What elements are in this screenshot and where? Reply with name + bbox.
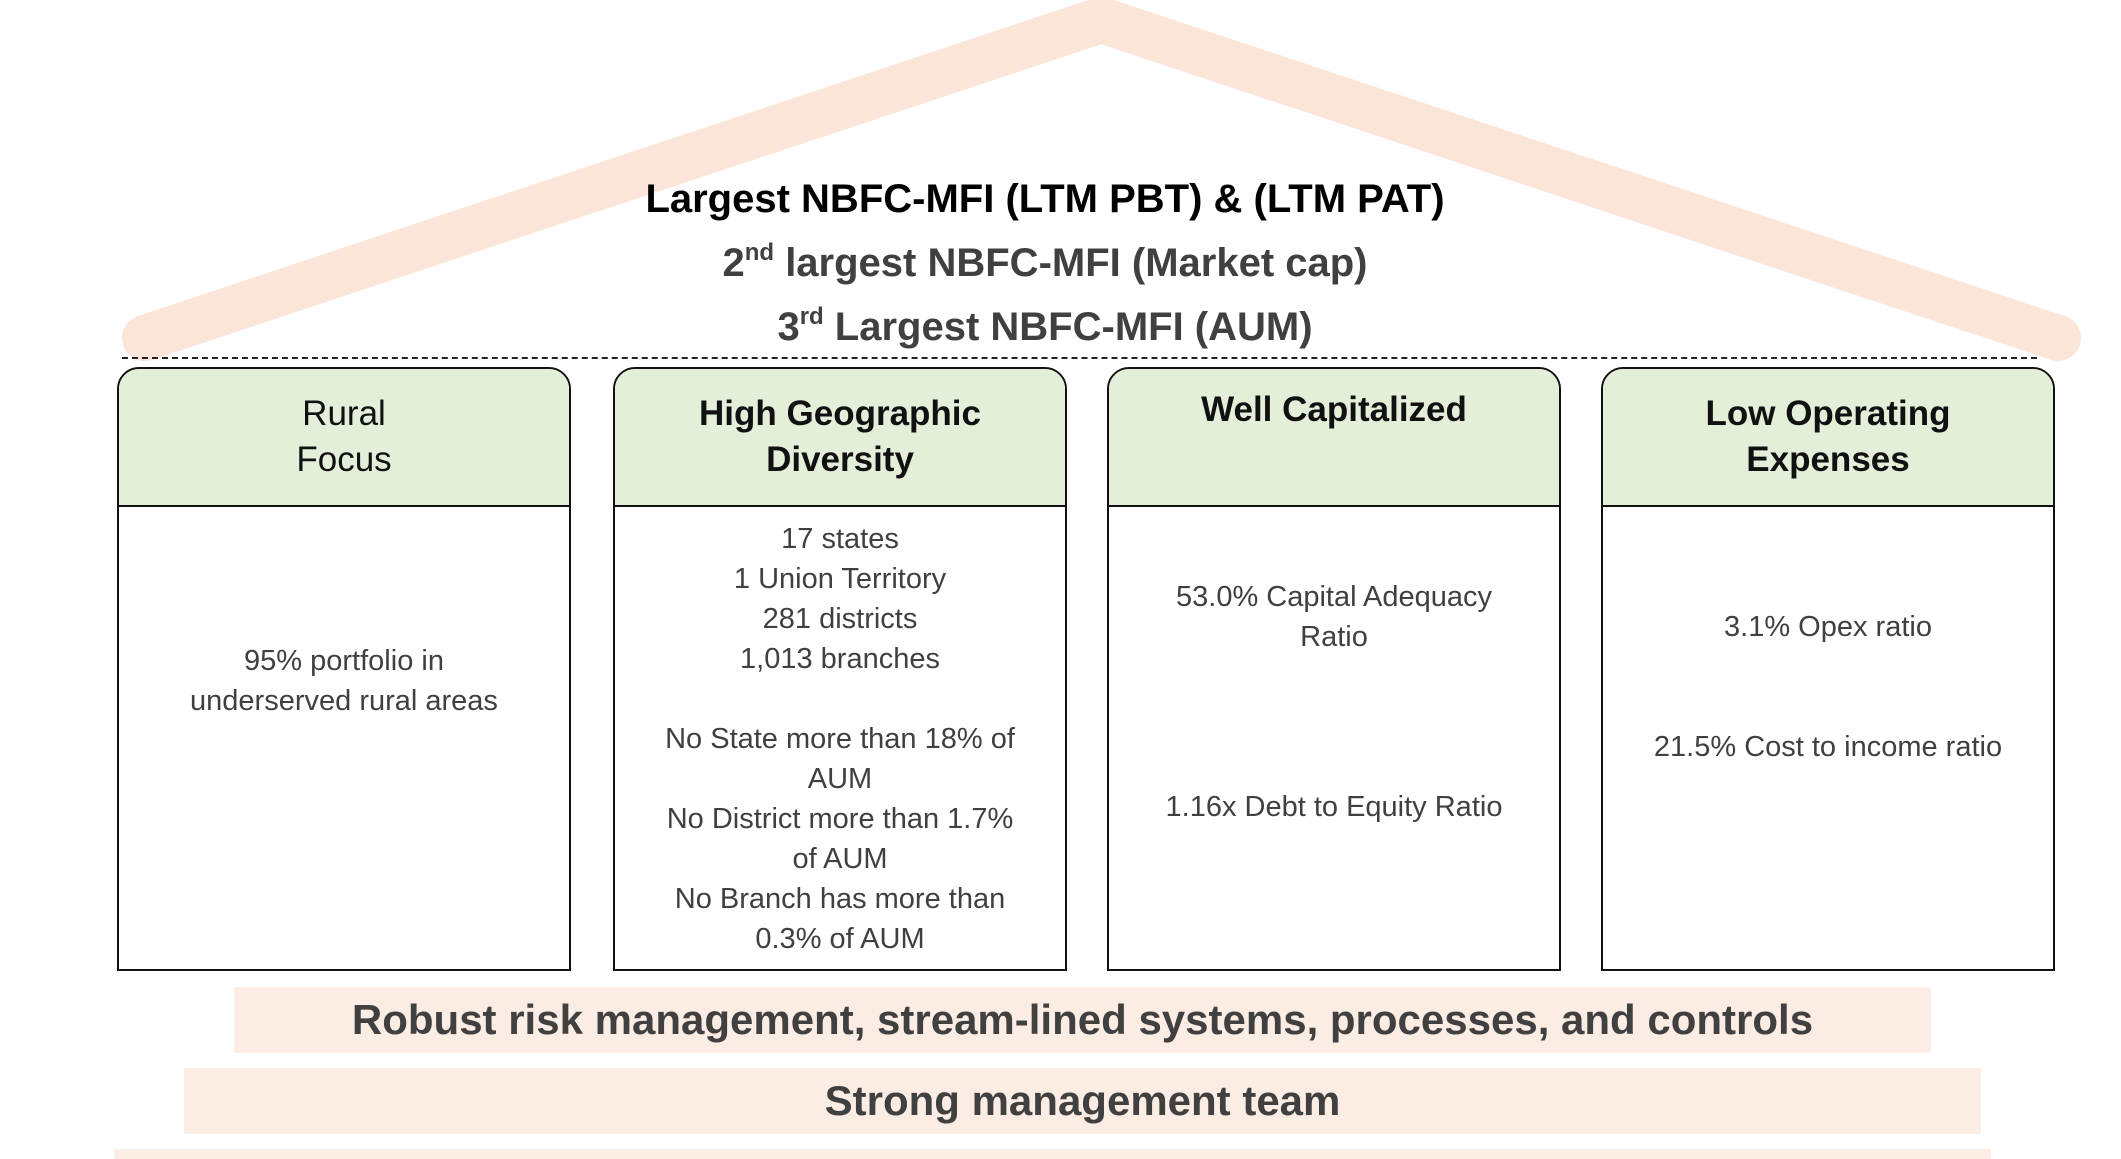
- pillar-title-line: Focus: [296, 440, 392, 479]
- pillar-title-line: Expenses: [1746, 440, 1910, 479]
- pillar-well-capitalized: Well Capitalized 53.0% Capital Adequacy …: [1107, 367, 1561, 971]
- pillar-body-line: underserved rural areas: [190, 685, 498, 717]
- pillar-rural-focus: Rural Focus 95% portfolio in underserved…: [117, 367, 571, 971]
- pillar-header: Low Operating Expenses: [1603, 369, 2053, 507]
- foundation-band-management-team: Strong management team: [184, 1068, 1981, 1134]
- pillar-high-geographic-diversity: High Geographic Diversity 17 states 1 Un…: [613, 367, 1067, 971]
- roof-headline-3: 3rd Largest NBFC-MFI (AUM): [777, 303, 1313, 350]
- pillar-title-line: Low Operating: [1705, 394, 1951, 433]
- roof-headline-2: 2nd largest NBFC-MFI (Market cap): [722, 239, 1368, 286]
- pillar-body-line: AUM: [807, 763, 873, 795]
- pillar-body-line: No District more than 1.7%: [666, 803, 1014, 835]
- pillar-header: High Geographic Diversity: [615, 369, 1065, 507]
- pillar-body-line: 1,013 branches: [740, 643, 940, 675]
- pillar-title-line: Rural: [302, 394, 386, 433]
- pillar-title-line: High Geographic: [699, 394, 981, 433]
- pillar-body: 17 states 1 Union Territory 281 district…: [615, 507, 1065, 969]
- pillar-body-line: 1 Union Territory: [733, 563, 947, 595]
- pillar-body-line: of AUM: [792, 843, 888, 875]
- pillar-header: Well Capitalized: [1109, 369, 1559, 507]
- roof-divider: [122, 357, 2037, 359]
- pillar-body-line: 0.3% of AUM: [755, 923, 925, 955]
- pillar-title-line: Diversity: [766, 440, 914, 479]
- pillar-low-operating-expenses: Low Operating Expenses 3.1% Opex ratio 2…: [1601, 367, 2055, 971]
- pillar-body-line: 17 states: [781, 523, 899, 555]
- pillar-title-line: Well Capitalized: [1201, 390, 1467, 429]
- pillar-header: Rural Focus: [119, 369, 569, 507]
- pillar-body: 53.0% Capital Adequacy Ratio 1.16x Debt …: [1109, 507, 1559, 969]
- roof-headline-1: Largest NBFC-MFI (LTM PBT) & (LTM PAT): [645, 177, 1445, 221]
- pillar-body: 95% portfolio in underserved rural areas: [119, 507, 569, 969]
- pillar-body-line: No Branch has more than: [674, 883, 1006, 915]
- pillar-body-line: 281 districts: [762, 603, 918, 635]
- pillar-body-line: 95% portfolio in: [244, 645, 444, 677]
- pillar-body: 3.1% Opex ratio 21.5% Cost to income rat…: [1603, 507, 2053, 969]
- pillar-body-line: 53.0% Capital Adequacy: [1176, 581, 1492, 613]
- pillar-body-line: Ratio: [1300, 621, 1368, 653]
- pillar-body-line: 1.16x Debt to Equity Ratio: [1165, 791, 1503, 823]
- pillar-body-line: 21.5% Cost to income ratio: [1653, 731, 2003, 763]
- pillar-body-line: 3.1% Opex ratio: [1724, 611, 1932, 643]
- foundation-band-base: [114, 1149, 1991, 1159]
- foundation-band-risk-management: Robust risk management, stream-lined sys…: [234, 987, 1931, 1053]
- pillar-body-line: No State more than 18% of: [665, 723, 1015, 755]
